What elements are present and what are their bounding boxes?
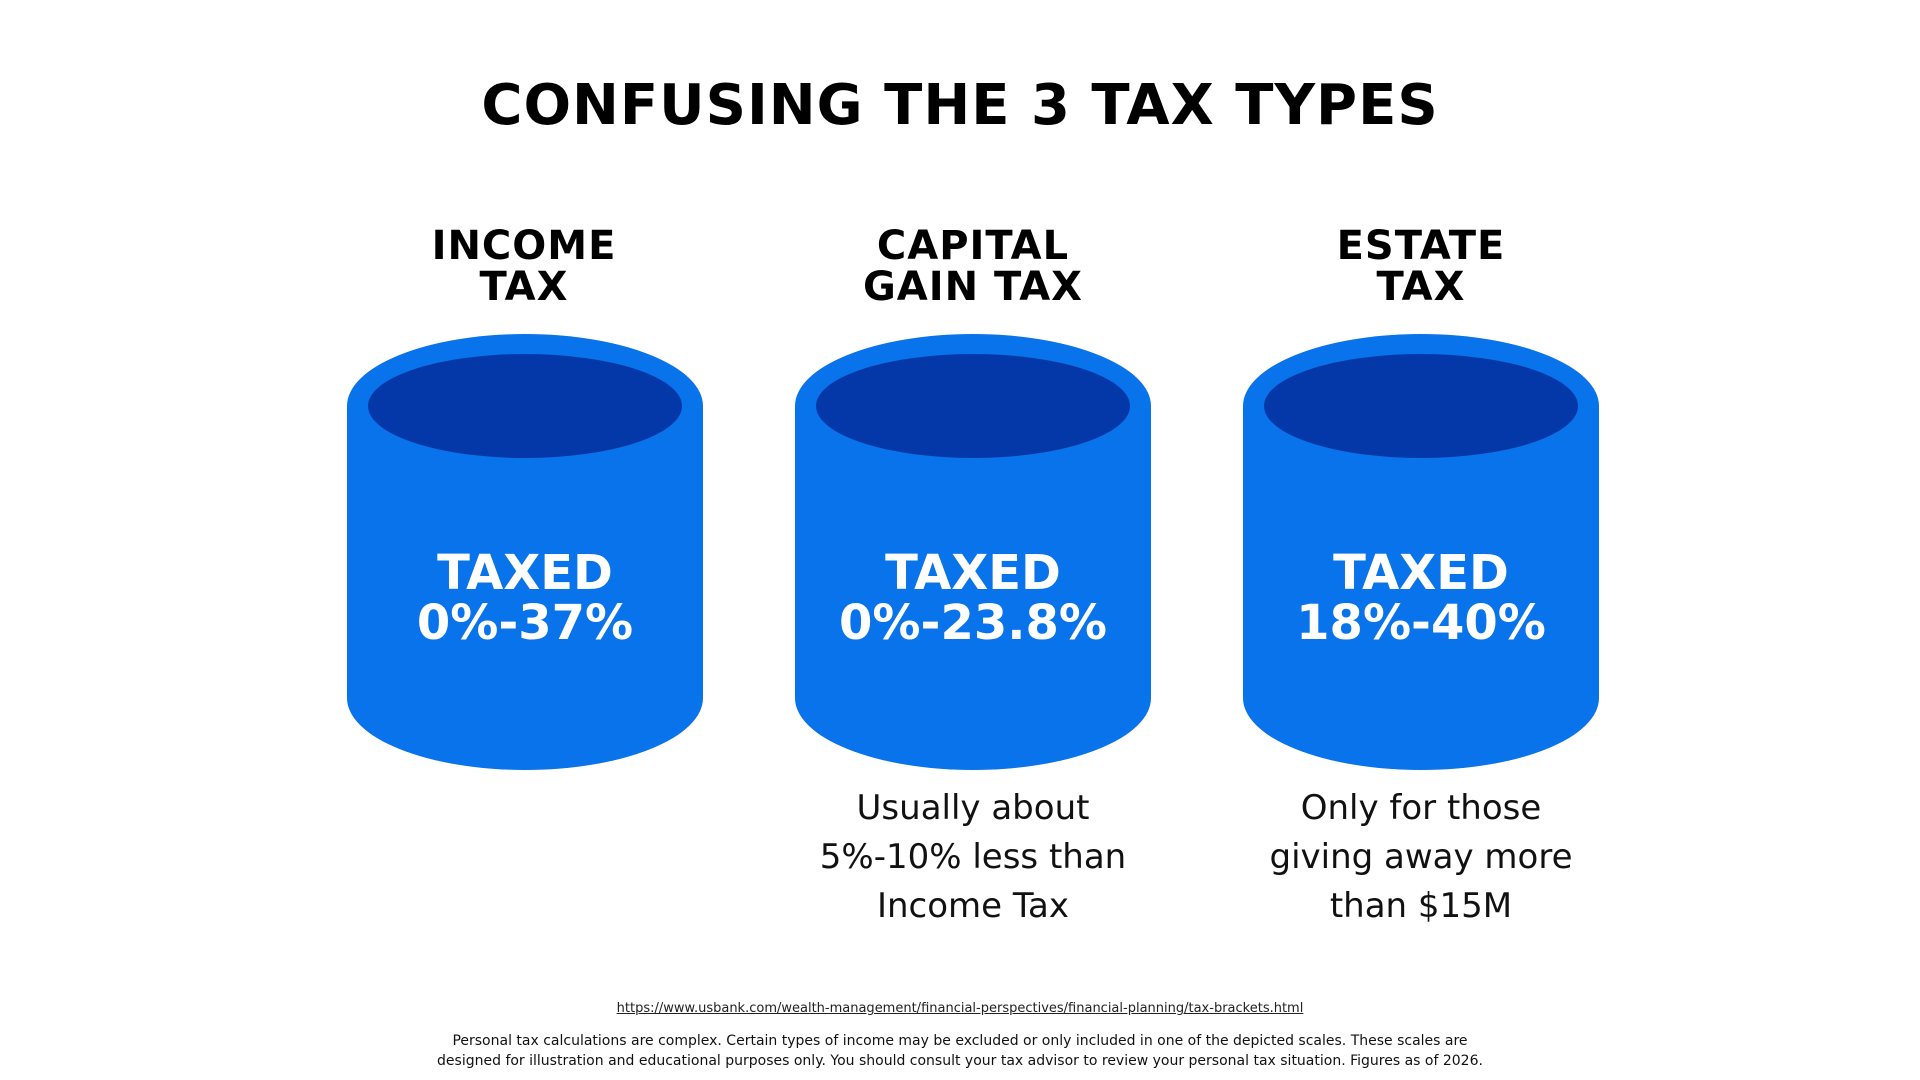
income-tax-cylinder-icon — [347, 334, 703, 770]
income-tax-rate: 0%-37% — [416, 595, 634, 651]
estate-tax-cylinder-icon — [1243, 334, 1599, 770]
capital-gain-tax-rate-label: TAXED 0%-23.8% — [795, 548, 1151, 648]
estate-tax-heading: ESTATE TAX — [1241, 226, 1601, 308]
capital-gain-tax-cylinder: TAXED 0%-23.8% — [795, 334, 1151, 770]
capital-gain-tax-note: Usually about 5%-10% less than Income Ta… — [773, 784, 1173, 931]
capital-gain-note-line3: Income Tax — [876, 886, 1069, 926]
disclaimer-line2: designed for illustration and educationa… — [437, 1053, 1483, 1069]
estate-tax-rate: 18%-40% — [1296, 595, 1546, 651]
taxed-label: TAXED — [437, 545, 613, 601]
estate-note-line3: than $15M — [1329, 886, 1513, 926]
capital-gain-tax-heading: CAPITAL GAIN TAX — [793, 226, 1153, 308]
income-tax-heading-line2: TAX — [479, 264, 569, 310]
income-tax-cylinder: TAXED 0%-37% — [347, 334, 703, 770]
capital-gain-tax-heading-line1: CAPITAL — [876, 223, 1070, 269]
taxed-label: TAXED — [885, 545, 1061, 601]
disclaimer: Personal tax calculations are complex. C… — [410, 1031, 1510, 1071]
capital-gain-tax-cylinder-icon — [795, 334, 1151, 770]
estate-tax-rate-label: TAXED 18%-40% — [1243, 548, 1599, 648]
estate-tax-heading-line1: ESTATE — [1336, 223, 1506, 269]
capital-gain-note-line1: Usually about — [856, 788, 1090, 828]
capital-gain-tax-heading-line2: GAIN TAX — [862, 264, 1084, 310]
capital-gain-tax-rate: 0%-23.8% — [839, 595, 1107, 651]
page-title: CONFUSING THE 3 TAX TYPES — [481, 73, 1439, 138]
estate-tax-heading-line2: TAX — [1376, 264, 1466, 310]
source-link[interactable]: https://www.usbank.com/wealth-management… — [616, 1001, 1304, 1016]
estate-note-line2: giving away more — [1269, 837, 1573, 877]
income-tax-rate-label: TAXED 0%-37% — [347, 548, 703, 648]
disclaimer-line1: Personal tax calculations are complex. C… — [452, 1033, 1468, 1049]
capital-gain-note-line2: 5%-10% less than — [819, 837, 1127, 877]
income-tax-heading-line1: INCOME — [431, 223, 617, 269]
estate-note-line1: Only for those — [1300, 788, 1542, 828]
income-tax-heading: INCOME TAX — [344, 226, 704, 308]
estate-tax-note: Only for those giving away more than $15… — [1221, 784, 1621, 931]
estate-tax-cylinder: TAXED 18%-40% — [1243, 334, 1599, 770]
taxed-label: TAXED — [1333, 545, 1509, 601]
